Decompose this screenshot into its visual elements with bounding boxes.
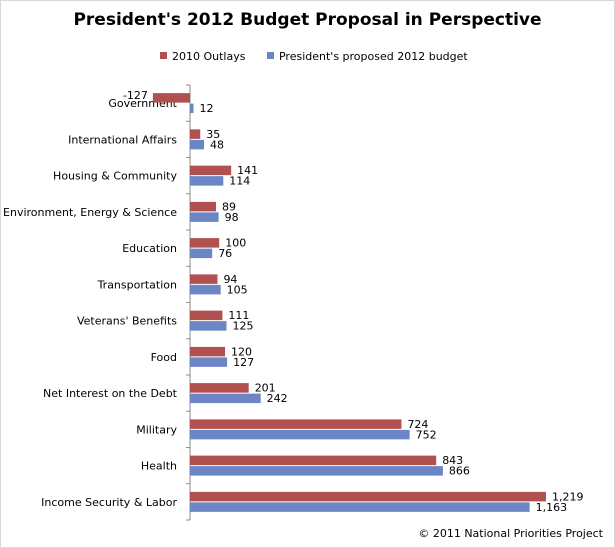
data-label-housing-community-series-1: 141 — [237, 164, 258, 177]
category-label-veterans-benefits: Veterans' Benefits — [77, 315, 177, 328]
bar-international-affairs-series-1 — [190, 129, 201, 139]
bar-net-interest-on-the-debt-series-1 — [190, 383, 249, 393]
data-label-net-interest-on-the-debt-series-1: 201 — [255, 382, 276, 395]
data-label-environment-energy-science-series-1: 89 — [222, 200, 236, 213]
category-label-housing-community: Housing & Community — [53, 170, 177, 183]
data-label-transportation-series-2: 105 — [227, 283, 248, 296]
bar-transportation-series-2 — [190, 284, 221, 295]
bar-health-series-2 — [190, 466, 443, 476]
category-label-transportation: Transportation — [97, 278, 177, 291]
bar-government-series-1 — [152, 93, 190, 103]
bar-environment-energy-science-series-1 — [190, 201, 216, 212]
bar-net-interest-on-the-debt-series-2 — [190, 393, 261, 404]
chart-title: President's 2012 Budget Proposal in Pers… — [73, 10, 542, 30]
bar-transportation-series-1 — [190, 274, 218, 284]
legend-label-2012-proposed: President's proposed 2012 budget — [278, 50, 468, 63]
bar-government-series-2 — [190, 103, 194, 114]
data-label-income-security-labor-series-1: 1,219 — [552, 490, 584, 503]
bar-veterans-benefits-series-2 — [190, 321, 227, 331]
category-label-food: Food — [151, 351, 177, 364]
category-label-military: Military — [136, 423, 177, 436]
data-label-health-series-1: 843 — [442, 454, 463, 467]
category-label-international-affairs: International Affairs — [68, 133, 177, 146]
bar-education-series-2 — [190, 248, 213, 259]
data-label-food-series-1: 120 — [231, 345, 252, 358]
bar-international-affairs-series-2 — [190, 139, 205, 150]
legend: 2010 Outlays President's proposed 2012 b… — [160, 50, 486, 63]
bar-military-series-2 — [190, 429, 410, 440]
bar-health-series-1 — [190, 455, 437, 466]
data-label-government-series-1: -127 — [123, 89, 148, 102]
bar-veterans-benefits-series-1 — [190, 310, 223, 321]
data-label-environment-energy-science-series-2: 98 — [225, 211, 239, 224]
legend-item-2012-proposed: President's proposed 2012 budget — [266, 50, 468, 63]
legend-label-2010-outlays: 2010 Outlays — [172, 50, 246, 63]
bar-food-series-2 — [190, 357, 228, 367]
data-label-net-interest-on-the-debt-series-2: 242 — [267, 392, 288, 405]
legend-item-2010-outlays: 2010 Outlays — [160, 50, 245, 63]
data-label-veterans-benefits-series-1: 111 — [228, 309, 249, 322]
data-label-income-security-labor-series-2: 1,163 — [536, 501, 568, 514]
data-label-education-series-1: 100 — [225, 237, 246, 250]
bar-housing-community-series-1 — [190, 165, 232, 176]
data-label-international-affairs-series-1: 35 — [206, 128, 220, 141]
bar-environment-energy-science-series-2 — [190, 212, 219, 222]
bar-income-security-labor-series-1 — [190, 491, 546, 502]
data-label-government-series-2: 12 — [200, 102, 214, 115]
data-label-food-series-2: 127 — [233, 356, 254, 369]
bar-food-series-1 — [190, 346, 226, 357]
category-label-health: Health — [141, 460, 177, 473]
data-label-veterans-benefits-series-2: 125 — [233, 320, 254, 333]
data-label-health-series-2: 866 — [449, 465, 470, 478]
legend-swatch-2010-outlays — [160, 52, 167, 59]
category-label-net-interest-on-the-debt: Net Interest on the Debt — [43, 387, 178, 400]
category-label-environment-energy-science: Environment, Energy & Science — [3, 206, 177, 219]
bar-income-security-labor-series-2 — [190, 502, 530, 512]
data-label-transportation-series-1: 94 — [223, 273, 237, 286]
data-label-military-series-2: 752 — [416, 428, 437, 441]
bar-military-series-1 — [190, 419, 402, 429]
copyright-notice: © 2011 National Priorities Project — [418, 527, 603, 540]
bar-housing-community-series-2 — [190, 176, 224, 186]
legend-swatch-2012-proposed — [266, 52, 274, 59]
category-label-education: Education — [122, 242, 177, 255]
data-label-housing-community-series-2: 114 — [229, 175, 250, 188]
data-label-education-series-2: 76 — [218, 247, 232, 260]
category-label-income-security-labor: Income Security & Labor — [41, 496, 177, 509]
data-label-international-affairs-series-2: 48 — [210, 138, 224, 151]
bar-education-series-1 — [190, 238, 220, 248]
data-label-military-series-1: 724 — [407, 418, 428, 431]
